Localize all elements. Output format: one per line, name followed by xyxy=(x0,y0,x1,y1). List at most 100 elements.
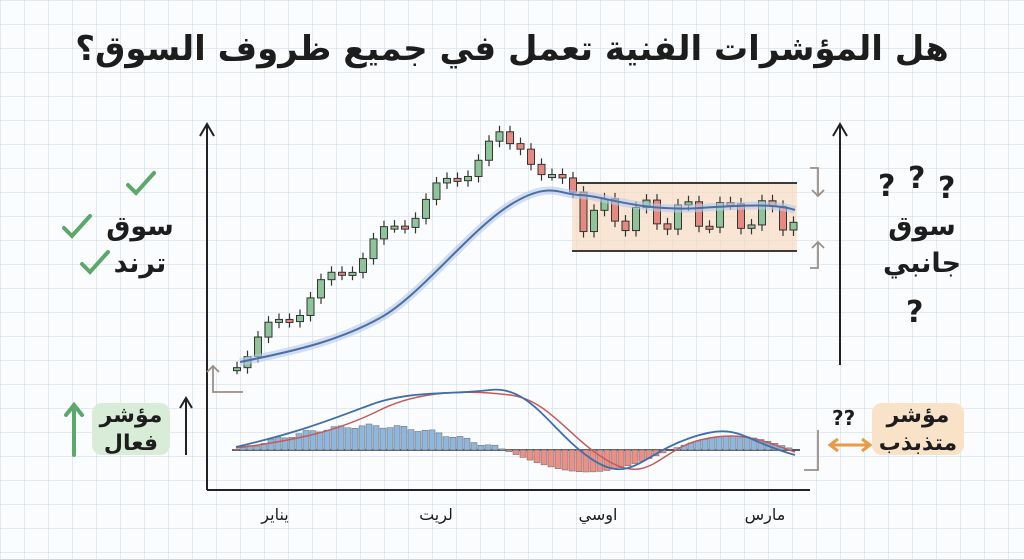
histogram-bar xyxy=(309,430,317,451)
candle xyxy=(506,131,514,145)
indicator-axis xyxy=(179,396,193,455)
histogram-bar xyxy=(463,437,471,451)
histogram-bar xyxy=(442,436,450,451)
candle xyxy=(516,143,525,150)
effective-label: فعال xyxy=(104,431,158,456)
oscillator xyxy=(232,388,796,473)
histogram-bar xyxy=(421,430,429,451)
candle xyxy=(401,225,409,230)
candle xyxy=(264,321,273,338)
right-axis xyxy=(832,122,848,365)
histogram-bar xyxy=(302,430,310,451)
histogram-bar xyxy=(491,444,499,451)
histogram-bar xyxy=(267,438,275,451)
candle xyxy=(327,271,336,281)
candle xyxy=(495,131,504,142)
candle xyxy=(663,223,672,230)
y-axis xyxy=(199,122,215,490)
x-label: اوسي xyxy=(579,505,618,525)
candle xyxy=(317,279,325,299)
candles xyxy=(233,125,798,375)
histogram-bar xyxy=(393,425,401,451)
histogram-bar xyxy=(498,448,506,451)
candle xyxy=(338,271,346,276)
histogram-bar xyxy=(547,449,555,468)
histogram-bar xyxy=(638,449,646,462)
histogram-bar xyxy=(568,449,576,472)
histogram-bar xyxy=(428,429,436,451)
histogram-bar xyxy=(575,449,583,472)
histogram-bar xyxy=(281,437,289,451)
candle xyxy=(789,221,798,231)
histogram-bar xyxy=(288,437,296,451)
histogram-bar xyxy=(617,449,625,468)
effective-label: مؤشر xyxy=(99,403,163,428)
histogram-bar xyxy=(505,449,513,452)
candle xyxy=(390,225,399,230)
range-lines xyxy=(572,182,797,252)
svg-text:?: ? xyxy=(908,161,925,196)
candle xyxy=(453,177,462,182)
histogram-bar xyxy=(253,445,261,451)
histogram-bar xyxy=(435,432,443,451)
x-label: يناير xyxy=(260,505,288,525)
svg-text:?: ? xyxy=(878,169,895,204)
histogram-bar xyxy=(484,444,492,451)
histogram-bar xyxy=(372,425,380,451)
histogram-bar xyxy=(456,436,464,451)
candle xyxy=(443,177,451,184)
histogram-bar xyxy=(316,431,324,451)
label-bg xyxy=(872,403,964,455)
histogram-bar xyxy=(533,449,541,463)
candle xyxy=(716,202,724,228)
histogram-bar xyxy=(400,426,408,451)
histogram-bar xyxy=(330,426,338,451)
brackets xyxy=(206,167,825,471)
candle xyxy=(548,174,556,179)
histogram-bar xyxy=(386,427,394,451)
candle xyxy=(285,318,294,323)
histogram-bar xyxy=(323,429,331,451)
candle xyxy=(296,314,304,323)
histogram-bar xyxy=(694,440,702,451)
oscillating-arrow xyxy=(827,437,873,453)
histogram-bar xyxy=(274,436,282,451)
choppy-label: مؤشر xyxy=(886,403,950,428)
svg-text:??: ?? xyxy=(832,406,855,430)
candle xyxy=(348,271,357,276)
candle xyxy=(432,182,441,200)
candle xyxy=(632,207,640,232)
histogram-bar xyxy=(750,437,758,451)
choppy-label: متذبذب xyxy=(879,431,957,456)
x-label: لريت xyxy=(419,505,453,525)
histogram-bar xyxy=(596,449,604,472)
candle xyxy=(306,297,315,316)
candle xyxy=(705,225,714,230)
trend-label: سوق xyxy=(106,211,174,242)
histogram-bar xyxy=(526,449,534,461)
histogram-bar xyxy=(722,435,730,451)
histogram-bar xyxy=(470,442,478,451)
title: هل المؤشرات الفنية تعمل في جميع ظروف الس… xyxy=(75,29,948,69)
histogram-bar xyxy=(540,449,548,466)
histogram-bar xyxy=(561,449,569,471)
candle xyxy=(359,258,367,273)
histogram-bar xyxy=(358,425,366,451)
histogram-bar xyxy=(631,449,639,464)
candle xyxy=(254,336,262,358)
macd-line xyxy=(235,388,796,470)
histogram-bar xyxy=(351,428,359,451)
question-marks: ??? ? ?? xyxy=(832,161,955,430)
histogram-bar xyxy=(449,437,457,451)
histogram-bar xyxy=(743,436,751,451)
label-bg xyxy=(92,403,170,455)
svg-text:?: ? xyxy=(938,171,955,206)
histogram-bar xyxy=(624,449,632,467)
moving-average xyxy=(239,189,796,363)
histogram-bar xyxy=(344,427,352,451)
histogram-bar xyxy=(736,435,744,451)
histogram-bar xyxy=(379,427,387,451)
svg-text:?: ? xyxy=(906,295,923,330)
signal-line xyxy=(235,391,796,470)
